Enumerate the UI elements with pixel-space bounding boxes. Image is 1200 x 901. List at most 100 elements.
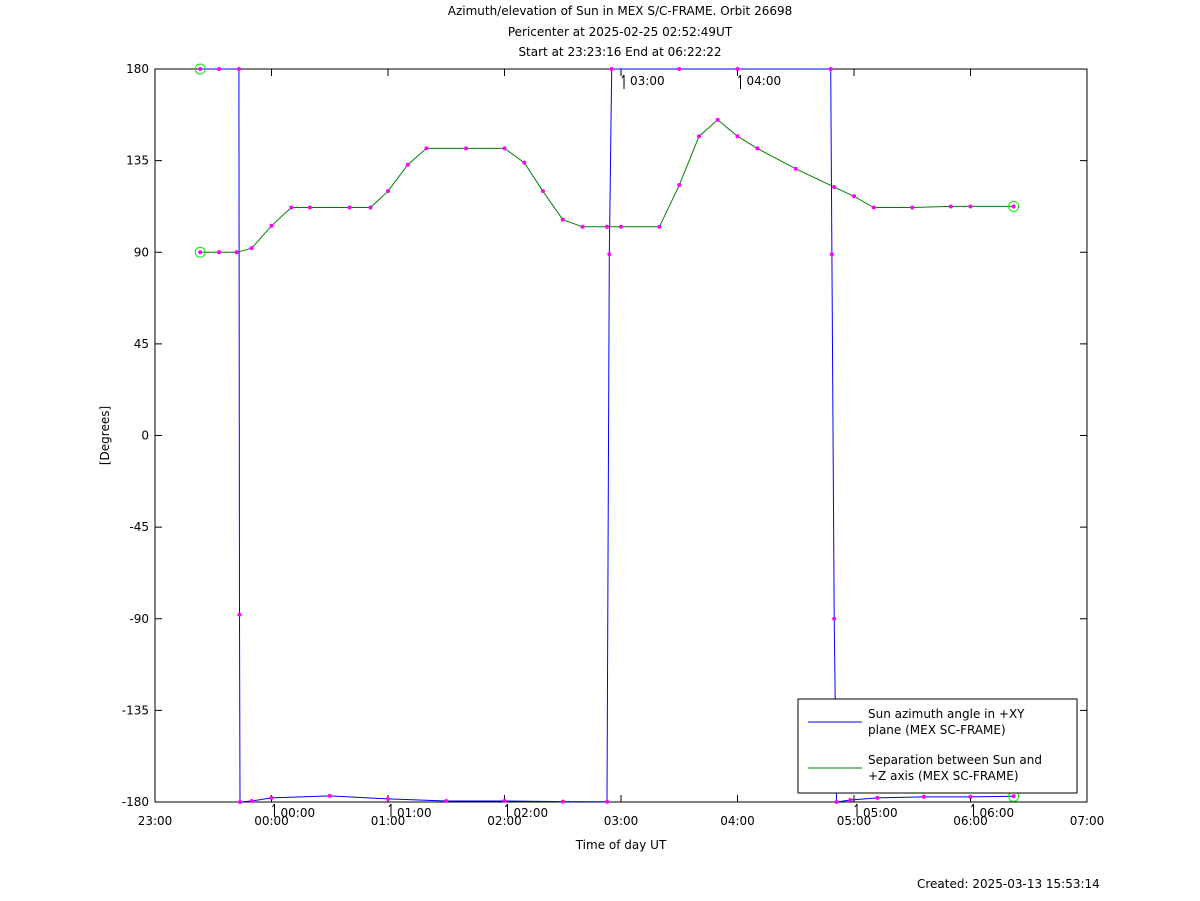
hour-mark-label: 06:00 [980, 806, 1015, 820]
y-tick-label: 135 [126, 154, 149, 168]
azimuth-data-point [605, 799, 610, 804]
separation-data-point [249, 246, 254, 251]
y-tick-label: -135 [122, 703, 149, 717]
separation-data-point [948, 204, 953, 209]
hour-mark-label: 05:00 [863, 806, 898, 820]
azimuth-data-point [828, 67, 833, 71]
hour-mark-arrow [971, 803, 974, 808]
separation-data-point [735, 134, 740, 139]
separation-data-point [424, 146, 429, 151]
hour-mark-label: 03:00 [630, 74, 665, 88]
separation-data-point [697, 134, 702, 139]
legend-label: Sun azimuth angle in +XY [868, 707, 1025, 721]
hour-mark-arrow [272, 803, 275, 808]
hour-mark-label: 02:00 [514, 806, 549, 820]
separation-data-point [540, 189, 545, 194]
hour-mark-label: 04:00 [747, 74, 782, 88]
azimuth-data-point [217, 67, 222, 71]
start-end-marker [194, 246, 206, 258]
separation-data-point [871, 205, 876, 210]
separation-data-point [522, 160, 527, 165]
separation-data-point [580, 224, 585, 229]
azimuth-data-point [875, 795, 880, 800]
chart-subtitle-pericenter: Pericenter at 2025-02-25 02:52:49UT [507, 25, 733, 39]
separation-series-line [200, 119, 1014, 253]
hour-mark-arrow [621, 74, 625, 79]
separation-data-point [755, 146, 760, 151]
hour-mark-arrow [738, 74, 741, 79]
azimuth-data-point [560, 799, 565, 804]
y-tick-label: 45 [134, 337, 149, 351]
x-tick-label: 23:00 [138, 814, 173, 828]
x-axis-label: Time of day UT [575, 838, 667, 852]
azimuth-data-point [249, 798, 254, 803]
x-tick-label: 01:00 [371, 814, 406, 828]
separation-data-point [386, 189, 390, 194]
azimuth-data-point [607, 252, 612, 257]
start-end-marker [1008, 200, 1020, 212]
azimuth-data-point [237, 612, 242, 617]
separation-data-point [657, 224, 662, 229]
x-tick-label: 05:00 [837, 814, 872, 828]
separation-data-point [405, 162, 410, 167]
azimuth-data-point [848, 797, 853, 802]
x-tick-label: 06:00 [953, 814, 988, 828]
legend-label: plane (MEX SC-FRAME) [868, 723, 1006, 737]
azimuth-data-point [609, 67, 614, 71]
azimuth-data-point [677, 67, 682, 71]
x-tick-label: 07:00 [1070, 814, 1105, 828]
y-axis-label: [Degrees] [98, 406, 112, 465]
azimuth-data-point [735, 67, 740, 71]
created-timestamp: Created: 2025-03-13 15:53:14 [917, 877, 1100, 891]
legend-label: Separation between Sun and [868, 753, 1042, 767]
azimuth-data-point [269, 795, 274, 800]
separation-data-point [289, 205, 294, 210]
y-tick-label: -45 [129, 520, 149, 534]
separation-data-point [198, 250, 203, 255]
azimuth-series-line [200, 68, 1014, 803]
azimuth-data-point [829, 252, 834, 257]
separation-data-point [793, 166, 798, 171]
x-tick-label: 02:00 [487, 814, 522, 828]
azimuth-data-point [386, 796, 390, 801]
azimuth-data-point [921, 794, 926, 799]
hour-mark-arrow [505, 803, 508, 808]
separation-data-point [307, 205, 312, 210]
legend-box [797, 698, 1078, 794]
hour-mark-arrow [388, 803, 392, 808]
legend-label: +Z axis (MEX SC-FRAME) [868, 769, 1019, 783]
azimuth-data-point [968, 794, 973, 799]
hour-mark-label: 01:00 [397, 806, 432, 820]
chart-subtitle-start-end: Start at 23:23:16 End at 06:22:22 [518, 45, 722, 59]
y-tick-label: 90 [134, 245, 149, 259]
separation-data-point [968, 204, 973, 209]
separation-data-point [464, 146, 469, 151]
start-end-marker [194, 63, 206, 75]
separation-data-point [852, 194, 856, 199]
separation-data-point [502, 146, 507, 151]
chart-title: Azimuth/elevation of Sun in MEX S/C-FRAM… [447, 4, 793, 18]
separation-data-point [347, 205, 352, 210]
x-tick-label: 04:00 [720, 814, 755, 828]
separation-data-point [605, 224, 610, 229]
y-tick-label: 180 [126, 62, 149, 76]
azimuth-data-point [327, 793, 332, 798]
hour-mark-label: 00:00 [281, 806, 316, 820]
separation-data-point [234, 250, 239, 255]
x-tick-label: 03:00 [604, 814, 639, 828]
separation-data-point [715, 117, 720, 122]
azimuth-data-point [834, 800, 839, 804]
azimuth-data-point [198, 67, 203, 71]
azimuth-data-point [238, 800, 243, 804]
separation-data-point [677, 183, 682, 188]
separation-data-point [832, 185, 837, 190]
azimuth-data-point [236, 67, 241, 71]
y-tick-label: -180 [122, 795, 149, 809]
separation-data-point [217, 250, 222, 255]
separation-data-point [1011, 204, 1016, 209]
separation-data-point [368, 205, 373, 210]
x-tick-label: 00:00 [254, 814, 289, 828]
separation-data-point [560, 217, 565, 222]
y-tick-label: -90 [129, 612, 149, 626]
